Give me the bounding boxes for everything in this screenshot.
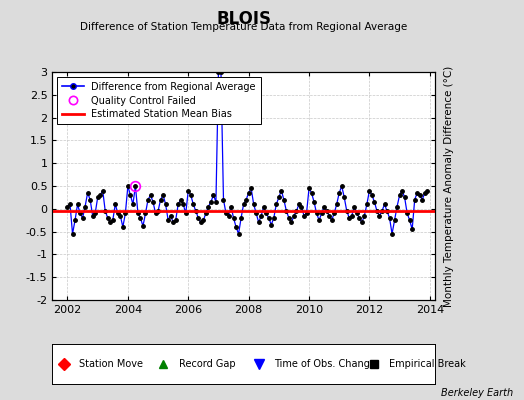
Text: Time of Obs. Change: Time of Obs. Change [274,359,376,369]
Text: Record Gap: Record Gap [179,359,235,369]
Text: Station Move: Station Move [79,359,143,369]
Text: Difference of Station Temperature Data from Regional Average: Difference of Station Temperature Data f… [80,22,407,32]
Text: Empirical Break: Empirical Break [389,359,466,369]
Text: Berkeley Earth: Berkeley Earth [441,388,514,398]
Text: BLOIS: BLOIS [216,10,271,28]
Legend: Difference from Regional Average, Quality Control Failed, Estimated Station Mean: Difference from Regional Average, Qualit… [57,77,260,124]
Y-axis label: Monthly Temperature Anomaly Difference (°C): Monthly Temperature Anomaly Difference (… [444,65,454,307]
